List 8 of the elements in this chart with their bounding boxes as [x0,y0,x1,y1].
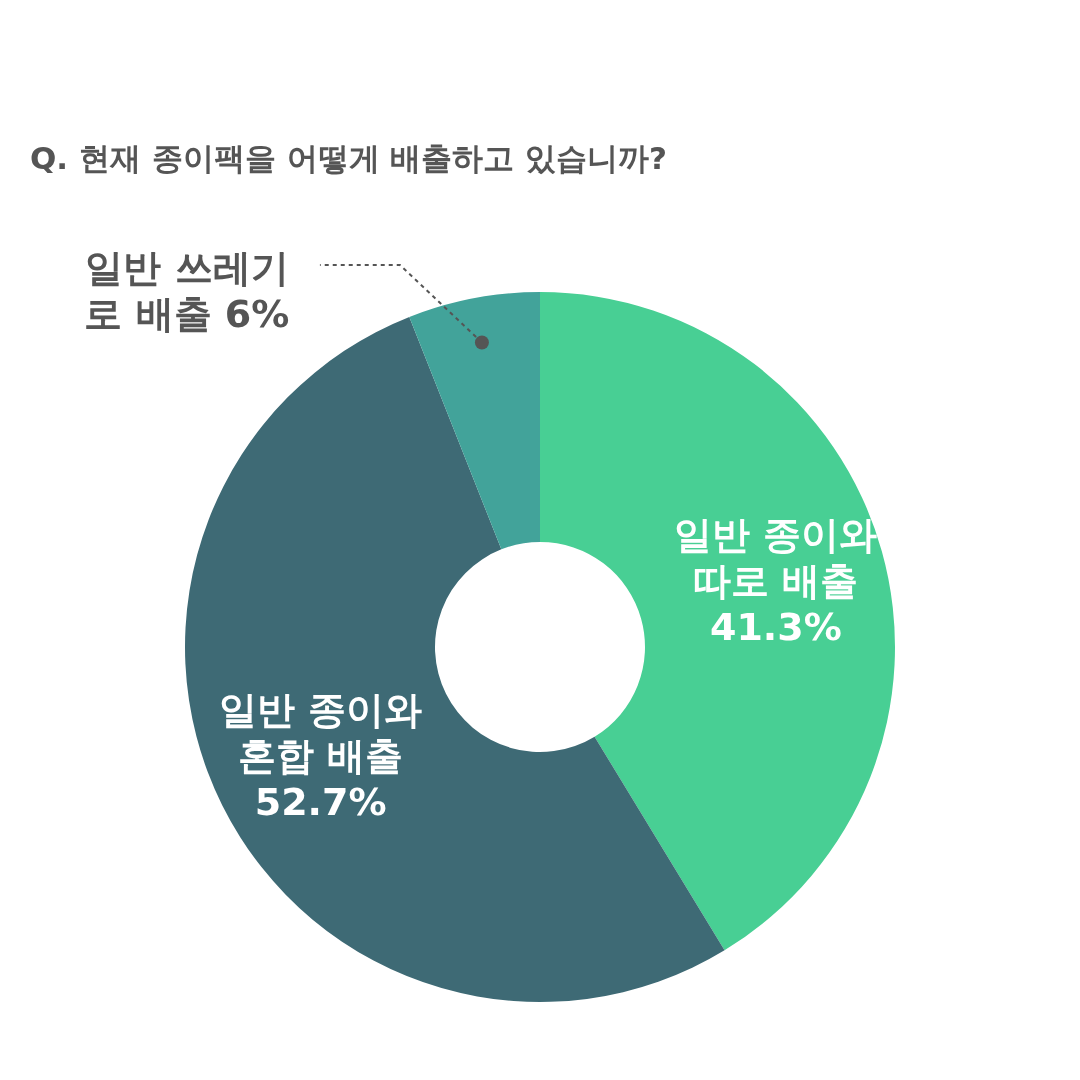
donut-slice [540,292,895,951]
slice-label: 일반 종이와 혼합 배출 [219,688,423,779]
slice-label: 일반 쓰레기로 배출 6% [83,245,291,337]
chart-title: Q. 현재 종이팩을 어떻게 배출하고 있습니까? [30,139,668,178]
data-label: 41.3% [709,604,842,649]
data-label: 52.7% [254,780,387,825]
slice-label: 일반 종이와 따로 배출 [674,512,878,603]
donut-slice [409,292,540,550]
